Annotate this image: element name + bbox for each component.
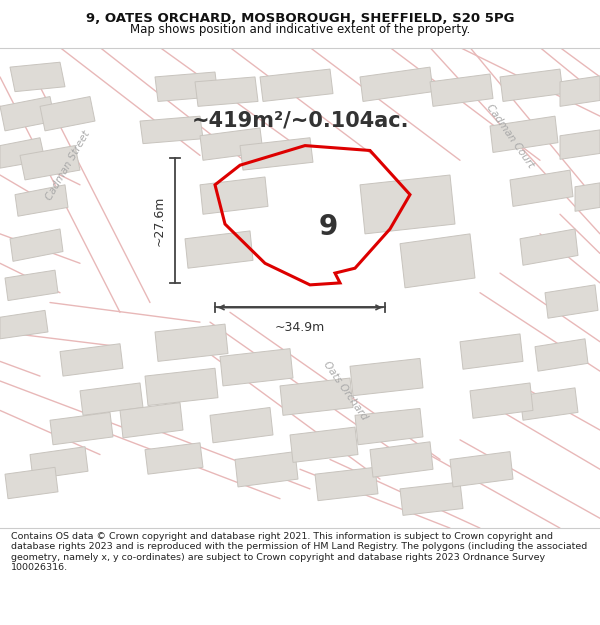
Polygon shape <box>220 349 293 386</box>
Text: Oats Orchard: Oats Orchard <box>321 359 369 422</box>
Text: 9, OATES ORCHARD, MOSBOROUGH, SHEFFIELD, S20 5PG: 9, OATES ORCHARD, MOSBOROUGH, SHEFFIELD,… <box>86 12 514 25</box>
Polygon shape <box>560 130 600 159</box>
Polygon shape <box>400 482 463 516</box>
Polygon shape <box>155 324 228 361</box>
Polygon shape <box>520 229 578 265</box>
Polygon shape <box>140 116 203 144</box>
Polygon shape <box>200 177 268 214</box>
Polygon shape <box>315 468 378 501</box>
Polygon shape <box>5 468 58 499</box>
Text: Cadman Court: Cadman Court <box>484 102 536 169</box>
Polygon shape <box>15 185 68 216</box>
Text: Map shows position and indicative extent of the property.: Map shows position and indicative extent… <box>130 22 470 36</box>
Polygon shape <box>350 358 423 396</box>
Polygon shape <box>80 383 143 416</box>
Polygon shape <box>560 76 600 106</box>
Polygon shape <box>5 270 58 301</box>
Polygon shape <box>235 452 298 487</box>
Polygon shape <box>510 170 573 206</box>
Polygon shape <box>210 408 273 442</box>
Text: Contains OS data © Crown copyright and database right 2021. This information is : Contains OS data © Crown copyright and d… <box>11 532 587 572</box>
Polygon shape <box>460 334 523 369</box>
Polygon shape <box>450 452 513 487</box>
Polygon shape <box>575 183 600 211</box>
Text: 9: 9 <box>319 213 338 241</box>
Text: ~27.6m: ~27.6m <box>153 196 166 246</box>
Polygon shape <box>400 234 475 288</box>
Polygon shape <box>0 138 45 168</box>
Polygon shape <box>155 72 218 101</box>
Polygon shape <box>30 447 88 479</box>
Polygon shape <box>200 128 263 160</box>
Text: ~419m²/~0.104ac.: ~419m²/~0.104ac. <box>191 111 409 131</box>
Polygon shape <box>355 409 423 445</box>
Polygon shape <box>145 368 218 406</box>
Polygon shape <box>260 69 333 101</box>
Polygon shape <box>185 231 253 268</box>
Polygon shape <box>370 442 433 477</box>
Polygon shape <box>10 229 63 261</box>
Polygon shape <box>360 175 455 234</box>
Polygon shape <box>490 116 558 152</box>
Polygon shape <box>20 146 80 180</box>
Polygon shape <box>500 69 563 101</box>
Polygon shape <box>535 339 588 371</box>
Polygon shape <box>120 402 183 438</box>
Polygon shape <box>470 383 533 418</box>
Polygon shape <box>10 62 65 92</box>
Polygon shape <box>0 311 48 339</box>
Polygon shape <box>40 96 95 131</box>
Polygon shape <box>290 427 358 462</box>
Polygon shape <box>360 67 433 101</box>
Polygon shape <box>60 344 123 376</box>
Text: ~34.9m: ~34.9m <box>275 321 325 334</box>
Polygon shape <box>145 442 203 474</box>
Polygon shape <box>240 138 313 170</box>
Polygon shape <box>545 285 598 318</box>
Text: Cadman Street: Cadman Street <box>44 129 92 202</box>
Polygon shape <box>280 378 353 416</box>
Polygon shape <box>520 388 578 420</box>
Polygon shape <box>430 74 493 106</box>
Polygon shape <box>50 412 113 445</box>
Polygon shape <box>0 96 55 131</box>
Polygon shape <box>195 77 258 106</box>
